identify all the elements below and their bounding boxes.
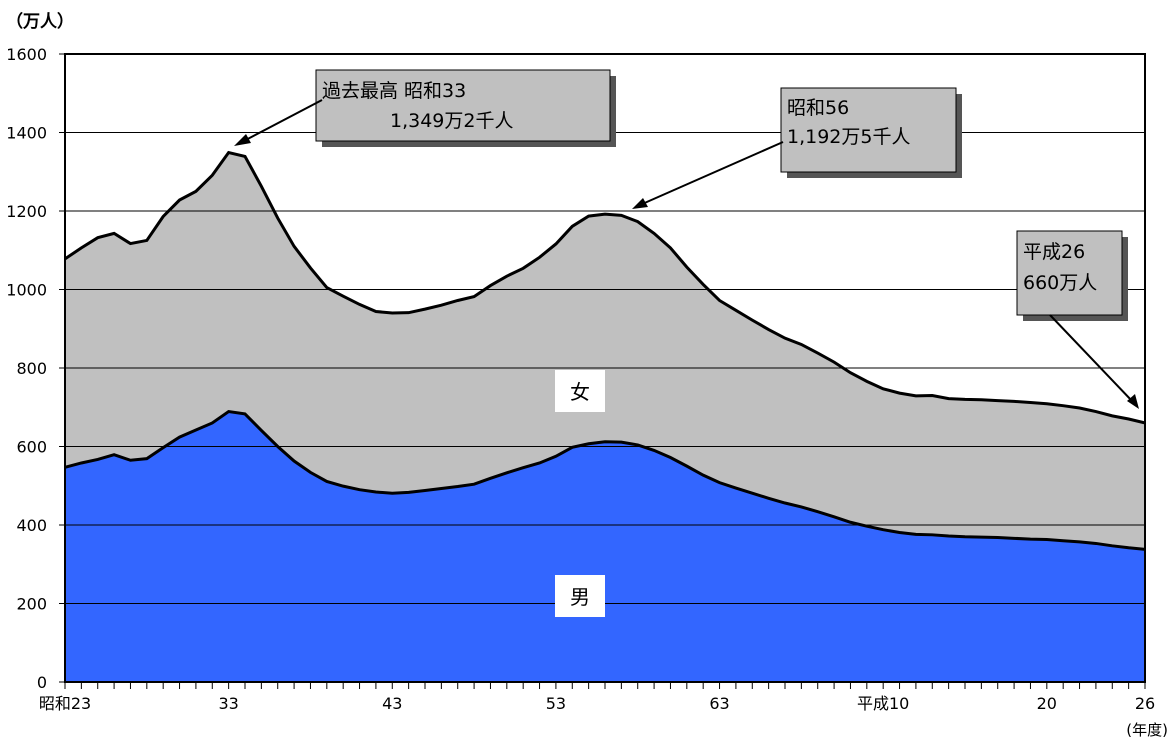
y-tick-label: 800 xyxy=(16,359,47,378)
y-tick-label: 1400 xyxy=(6,124,47,143)
annotation-line2: 660万人 xyxy=(1023,272,1097,294)
area-female xyxy=(65,152,1145,550)
area-male xyxy=(65,411,1145,682)
x-tick-label: 43 xyxy=(382,694,402,713)
line-total xyxy=(64,150,1146,425)
y-tick-label: 200 xyxy=(16,595,47,614)
arrow-head xyxy=(632,198,648,209)
y-tick-label: 0 xyxy=(37,673,47,692)
line-male xyxy=(64,409,1146,551)
annotation-arrows xyxy=(234,99,1139,409)
annotation-line1: 過去最高 昭和33 xyxy=(322,80,466,102)
arrow-line xyxy=(239,99,323,144)
annotation-box xyxy=(780,87,957,173)
series-label-female: 女 xyxy=(570,380,590,404)
x-tick-label: 26 xyxy=(1135,694,1155,713)
annotation-peak-1958: 過去最高 昭和33 1,349万2千人 xyxy=(315,69,616,147)
arrow-line xyxy=(1049,314,1134,403)
y-unit-label: （万人） xyxy=(6,11,74,32)
y-tick-label: 1600 xyxy=(6,45,47,64)
x-tick-label: 平成10 xyxy=(857,694,909,713)
annotation-peak-1981: 昭和56 1,192万5千人 xyxy=(780,87,962,178)
annotation-line1: 平成26 xyxy=(1023,241,1085,263)
area-layer xyxy=(64,132,1146,682)
x-tick-label: 53 xyxy=(546,694,566,713)
y-tick-label: 1200 xyxy=(6,202,47,221)
arrow-head xyxy=(1127,394,1139,409)
y-tick-label: 400 xyxy=(16,516,47,535)
annotation-box xyxy=(315,69,611,142)
x-unit-label: (年度) xyxy=(1126,721,1168,739)
annotation-line1: 昭和56 xyxy=(787,97,849,119)
y-tick-label: 600 xyxy=(16,438,47,457)
series-label-bg-male xyxy=(555,575,605,617)
annotation-line2: 1,192万5千人 xyxy=(787,126,910,148)
arrow-head xyxy=(234,134,251,146)
annotation-line2: 1,349万2千人 xyxy=(390,110,513,132)
annotation-2014: 平成26 660万人 xyxy=(1016,230,1128,321)
x-tick-label: 63 xyxy=(709,694,729,713)
x-tick-label: 昭和23 xyxy=(39,694,91,713)
x-tick-label: 20 xyxy=(1037,694,1057,713)
series-label-male: 男 xyxy=(570,585,590,609)
axes: 0 200 400 600 800 1000 1200 1400 1600 昭和23 33 43 53 6… xyxy=(6,45,1155,713)
y-tick-label: 1000 xyxy=(6,281,47,300)
arrow-line xyxy=(639,141,784,206)
x-tick-label: 33 xyxy=(218,694,238,713)
annotation-box xyxy=(1016,230,1123,316)
series-label-bg-female xyxy=(555,370,605,412)
